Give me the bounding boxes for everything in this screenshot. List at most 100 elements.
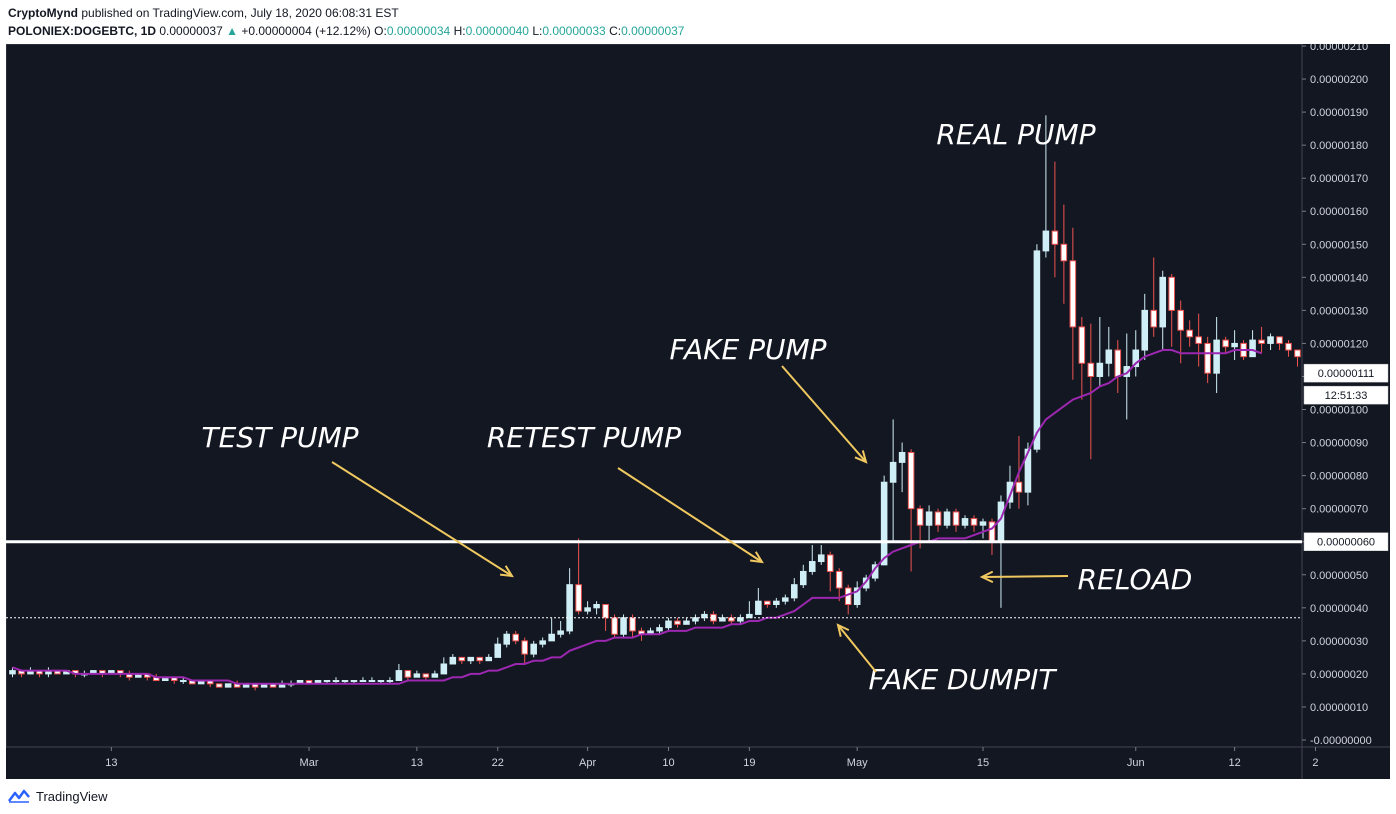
- candle-body: [359, 680, 367, 683]
- footer: TradingView: [8, 786, 108, 806]
- candle-body: [404, 670, 412, 678]
- candle-body: [970, 518, 978, 526]
- candle-body: [350, 680, 358, 683]
- candle-body: [179, 680, 187, 683]
- reload-arrow: [981, 575, 1069, 578]
- candle-body: [224, 683, 232, 688]
- tradingview-logo-icon[interactable]: [8, 789, 30, 803]
- last-price-tag: 0.00000111: [1318, 368, 1374, 380]
- candle-body: [764, 600, 771, 606]
- candle-body: [1150, 309, 1158, 328]
- candle-body: [521, 640, 528, 655]
- candle-body: [1042, 230, 1050, 252]
- low-value: 0.00000033: [542, 24, 606, 38]
- chart-area[interactable]: 0.00000210 0.00000200 0.00000190 0.00000180…: [6, 44, 1390, 779]
- candle-body: [1276, 336, 1283, 344]
- candle-body: [1024, 448, 1032, 493]
- candle-body: [1141, 309, 1149, 351]
- candle-body: [548, 633, 555, 642]
- candle-body: [377, 680, 385, 683]
- price-change: +0.00000004 (+12.12%): [241, 24, 371, 38]
- candle-body: [485, 656, 493, 662]
- candle-body: [925, 511, 933, 526]
- y-tick-label: 0.00000130: [1310, 305, 1368, 317]
- high-value: 0.00000040: [465, 24, 529, 38]
- candle-body: [1249, 339, 1256, 358]
- y-tick-label: 0.00000120: [1310, 338, 1368, 350]
- candle-body: [934, 511, 942, 526]
- candle-body: [332, 680, 340, 683]
- x-tick-label: 13: [411, 757, 423, 769]
- x-tick-label: May: [847, 757, 868, 769]
- x-tick-label: 10: [662, 757, 674, 769]
- low-label: L:: [532, 24, 543, 38]
- candle-body: [1213, 339, 1220, 374]
- symbol-label[interactable]: POLONIEX:DOGEBTC, 1D: [8, 24, 157, 38]
- candle-body: [790, 584, 798, 599]
- candle-body: [1060, 243, 1068, 262]
- candle-body: [853, 587, 861, 606]
- close-value: 0.00000037: [621, 24, 685, 38]
- candle-body: [1231, 342, 1238, 348]
- candle-body: [782, 597, 789, 602]
- fake-pump-arrow: [781, 365, 867, 463]
- candle-body: [440, 663, 448, 675]
- moving-average-line: [12, 349, 1262, 685]
- y-tick-label: 0.00000210: [1310, 44, 1368, 53]
- footer-brand[interactable]: TradingView: [36, 788, 108, 804]
- candle-body: [988, 521, 996, 543]
- high-label: H:: [453, 24, 466, 38]
- author-name[interactable]: CryptoMynd: [8, 6, 78, 20]
- y-tick-label: 0.00000150: [1310, 239, 1368, 251]
- x-tick-label: Mar: [300, 757, 319, 769]
- change-up-icon: ▲: [226, 24, 238, 38]
- candle-body: [476, 656, 484, 662]
- x-tick-label: 13: [105, 757, 117, 769]
- candle-body: [593, 604, 600, 609]
- candle-body: [1285, 342, 1292, 351]
- retest-pump-arrow: [617, 467, 763, 563]
- candle-body: [916, 508, 924, 526]
- y-tick-label: 0.00000020: [1310, 669, 1368, 681]
- candle-body: [449, 656, 457, 665]
- candle-body: [1015, 481, 1023, 493]
- candle-body: [530, 643, 537, 655]
- candle-body: [737, 617, 744, 622]
- candle-body: [701, 613, 708, 619]
- candle-body: [1258, 339, 1265, 344]
- close-label: C:: [609, 24, 622, 38]
- annotation-real-pump: REAL PUMP: [936, 118, 1095, 151]
- annotation-reload: RELOAD: [1078, 563, 1193, 596]
- y-tick-label: 0.00000170: [1310, 173, 1368, 185]
- chart-background: [6, 44, 1390, 779]
- y-tick-label: 0.00000070: [1310, 504, 1368, 516]
- candle-body: [323, 680, 331, 683]
- candle-body: [952, 511, 960, 526]
- candle-body: [1132, 349, 1140, 368]
- y-tick-label: -0.00000000: [1310, 735, 1372, 747]
- candle-body: [1204, 342, 1211, 374]
- y-tick-label: 0.00000050: [1310, 570, 1368, 582]
- annotation-retest-pump: RETEST PUMP: [487, 421, 681, 454]
- x-tick-label: 22: [492, 757, 504, 769]
- last-price-tag-bg: [1303, 363, 1389, 383]
- candle-body: [422, 673, 430, 678]
- candle-body: [683, 620, 690, 625]
- candle-body: [773, 600, 780, 606]
- candlestick-chart[interactable]: 0.00000210 0.00000200 0.00000190 0.00000180…: [6, 44, 1390, 779]
- candle-body: [341, 680, 349, 683]
- candle-body: [215, 683, 223, 688]
- publish-info: published on TradingView.com, July 18, 2…: [81, 6, 399, 20]
- candle-body: [799, 570, 807, 586]
- candle-body: [413, 673, 421, 678]
- countdown-tag-bg: [1303, 385, 1389, 405]
- y-tick-label: 0.00000090: [1310, 438, 1368, 450]
- y-tick-label: 0.00000040: [1310, 603, 1368, 615]
- annotation-test-pump: TEST PUMP: [202, 421, 359, 454]
- candle-body: [961, 518, 969, 526]
- annotation-fake-pump: FAKE PUMP: [670, 333, 827, 366]
- y-tick-label: 0.00000080: [1310, 471, 1368, 483]
- candle-body: [467, 656, 475, 662]
- candle-body: [1114, 349, 1122, 377]
- y-tick-label: 0.00000180: [1310, 140, 1368, 152]
